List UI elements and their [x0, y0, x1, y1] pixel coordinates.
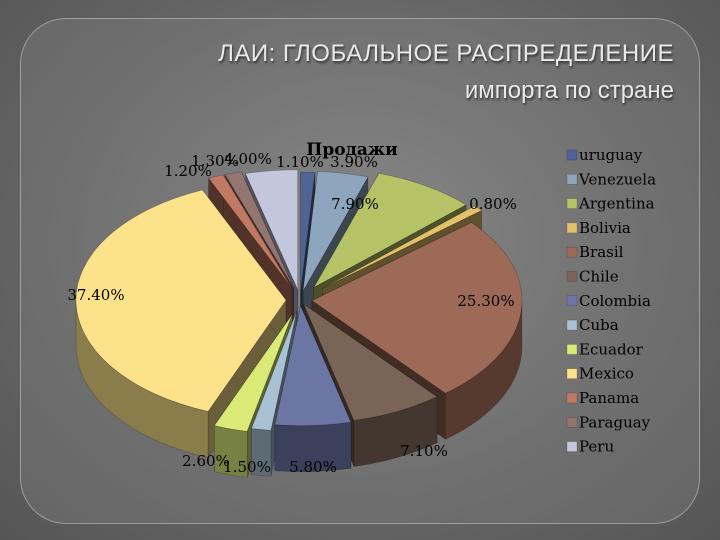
legend-label-cuba: Cuba: [579, 316, 619, 334]
pie-slice-colombia: [274, 304, 352, 426]
legend-swatch-brasil: [566, 246, 578, 258]
data-label-uruguay: 1.10%: [276, 153, 324, 171]
data-label-panama: 1.20%: [164, 162, 212, 180]
legend-label-colombia: Colombia: [579, 292, 651, 310]
pie-slice-peru: [245, 169, 299, 290]
legend-swatch-chile: [566, 271, 578, 282]
legend-label-bolivia: Bolivia: [579, 219, 631, 237]
legend-swatch-venezuela: [566, 174, 578, 185]
legend-swatch-colombia: [566, 295, 578, 307]
legend-label-chile: Chile: [579, 268, 619, 286]
legend-swatch-uruguay: [566, 149, 578, 161]
data-label-ecuador: 2.60%: [182, 452, 230, 470]
legend-swatch-panama: [566, 392, 578, 404]
legend-swatch-ecuador: [566, 344, 578, 355]
legend-label-venezuela: Venezuela: [578, 170, 656, 188]
pie-slice-paraguay: [224, 171, 294, 289]
legend-label-ecuador: Ecuador: [579, 340, 644, 358]
legend-label-brasil: Brasil: [579, 243, 624, 261]
pie-slice-venezuela: [302, 171, 369, 292]
data-label-paraguay: 1.30%: [191, 152, 239, 170]
data-label-peru: 4.00%: [224, 150, 272, 168]
data-label-mexico: 37.40%: [67, 286, 124, 304]
pie-slice-brasil: [311, 222, 523, 394]
pie-slice-bolivia: [322, 205, 483, 289]
slide-title: ЛАИ: ГЛОБАЛЬНОЕ РАСПРЕДЕЛЕНИЕ: [218, 40, 674, 67]
legend-swatch-peru: [566, 441, 578, 452]
legend-swatch-argentina: [566, 198, 578, 209]
pie-slice-chile: [302, 303, 438, 421]
data-label-colombia: 5.80%: [289, 458, 337, 476]
data-label-venezuela: 3.90%: [330, 153, 378, 171]
pie-slice-ecuador: [213, 314, 293, 432]
pie-slice-panama: [208, 174, 293, 289]
legend-swatch-paraguay: [566, 417, 578, 428]
legend-label-panama: Panama: [579, 389, 639, 407]
legend-label-uruguay: uruguay: [579, 146, 643, 164]
slide-subtitle: импорта по стране: [464, 77, 674, 104]
pie-slices: [75, 169, 523, 432]
pie-labels: 1.10% 3.90% 7.90% 0.80% 25.30% 7.10% 5.80% 1.50…: [67, 150, 516, 476]
chart-legend: uruguay Venezuela Argentina Bolivia Brasil Ch…: [566, 146, 656, 456]
legend-swatch-bolivia: [566, 222, 578, 234]
pie-slice-mexico: [75, 189, 287, 412]
legend-label-argentina: Argentina: [578, 195, 655, 213]
pie-slice-argentina: [313, 172, 467, 289]
pie-slice-uruguay: [300, 171, 316, 293]
legend-swatch-mexico: [566, 368, 578, 379]
data-label-chile: 7.10%: [400, 442, 448, 460]
legend-label-paraguay: Paraguay: [579, 413, 651, 431]
data-label-argentina: 7.90%: [331, 195, 379, 213]
pie-slice-cuba: [250, 311, 297, 431]
data-label-cuba: 1.50%: [223, 458, 271, 476]
chart-title: Продажи: [306, 140, 398, 160]
data-label-brasil: 25.30%: [457, 292, 514, 310]
legend-label-peru: Peru: [579, 438, 614, 456]
data-label-bolivia: 0.80%: [469, 195, 517, 213]
legend-swatch-cuba: [566, 319, 578, 331]
legend-label-mexico: Mexico: [579, 365, 634, 383]
